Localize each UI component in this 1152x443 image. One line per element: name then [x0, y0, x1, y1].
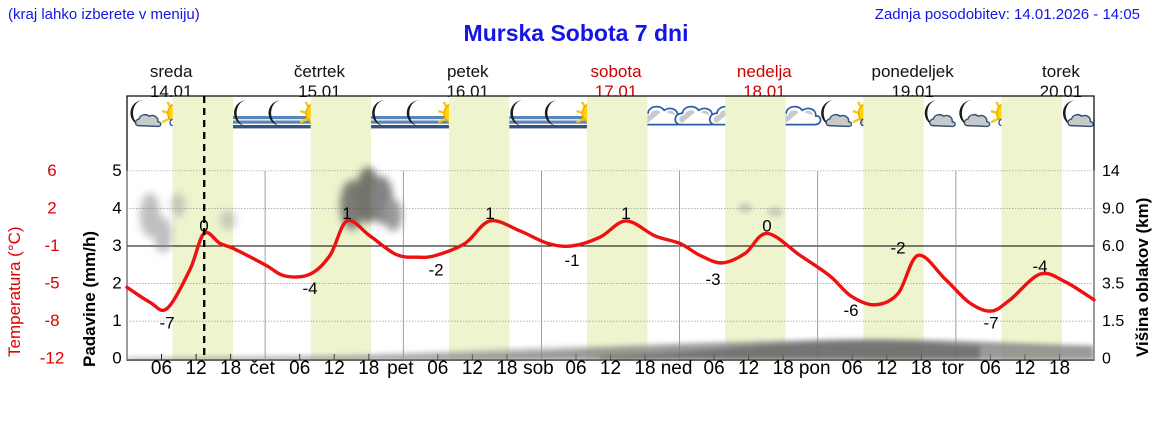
svg-text:2: 2	[47, 198, 56, 217]
svg-text:06: 06	[151, 358, 172, 379]
svg-text:-7: -7	[159, 314, 174, 333]
svg-text:18: 18	[358, 358, 379, 379]
svg-text:06: 06	[427, 358, 448, 379]
svg-text:-1: -1	[564, 251, 579, 270]
svg-text:1.5: 1.5	[1102, 313, 1124, 330]
svg-text:18: 18	[773, 358, 794, 379]
svg-text:18: 18	[911, 358, 932, 379]
svg-text:pet: pet	[387, 358, 414, 379]
svg-text:4: 4	[112, 198, 121, 217]
svg-text:-6: -6	[843, 301, 858, 320]
svg-text:6: 6	[47, 161, 56, 180]
svg-text:Temperatura (°C): Temperatura (°C)	[5, 226, 24, 357]
svg-text:1: 1	[112, 311, 121, 330]
svg-text:6.0: 6.0	[1102, 238, 1124, 255]
svg-text:-7: -7	[983, 314, 998, 333]
svg-text:Višina oblakov (km): Višina oblakov (km)	[1133, 198, 1152, 357]
svg-text:-2: -2	[890, 238, 905, 257]
svg-text:12: 12	[462, 358, 483, 379]
svg-text:čet: čet	[249, 358, 275, 379]
svg-text:-2: -2	[428, 260, 443, 279]
svg-text:sob: sob	[523, 358, 554, 379]
svg-text:3.5: 3.5	[1102, 276, 1124, 293]
svg-text:1: 1	[485, 204, 494, 223]
svg-text:-5: -5	[44, 274, 59, 293]
svg-text:-8: -8	[44, 311, 59, 330]
svg-text:3: 3	[112, 236, 121, 255]
svg-text:06: 06	[565, 358, 586, 379]
svg-text:18: 18	[634, 358, 655, 379]
svg-text:1: 1	[342, 204, 351, 223]
svg-text:06: 06	[704, 358, 725, 379]
svg-text:12: 12	[600, 358, 621, 379]
svg-text:2: 2	[112, 274, 121, 293]
svg-text:5: 5	[112, 161, 121, 180]
svg-text:18: 18	[1049, 358, 1070, 379]
svg-text:14: 14	[1102, 163, 1120, 180]
svg-text:-4: -4	[1032, 257, 1047, 276]
svg-text:1: 1	[621, 204, 630, 223]
svg-text:0: 0	[112, 349, 121, 368]
svg-text:ned: ned	[661, 358, 693, 379]
svg-text:12: 12	[324, 358, 345, 379]
svg-text:06: 06	[289, 358, 310, 379]
svg-text:12: 12	[738, 358, 759, 379]
svg-text:06: 06	[980, 358, 1001, 379]
svg-text:0: 0	[1102, 351, 1111, 368]
svg-text:06: 06	[842, 358, 863, 379]
svg-text:-1: -1	[44, 236, 59, 255]
svg-text:Padavine (mm/h): Padavine (mm/h)	[80, 231, 99, 367]
svg-text:tor: tor	[942, 358, 965, 379]
svg-text:pon: pon	[799, 358, 831, 379]
svg-text:9.0: 9.0	[1102, 200, 1124, 217]
svg-text:-12: -12	[40, 349, 65, 368]
svg-text:0: 0	[762, 216, 771, 235]
svg-text:-3: -3	[705, 270, 720, 289]
svg-text:18: 18	[496, 358, 517, 379]
svg-text:18: 18	[220, 358, 241, 379]
svg-text:12: 12	[1014, 358, 1035, 379]
svg-text:12: 12	[186, 358, 207, 379]
svg-text:12: 12	[876, 358, 897, 379]
svg-text:-4: -4	[302, 279, 317, 298]
